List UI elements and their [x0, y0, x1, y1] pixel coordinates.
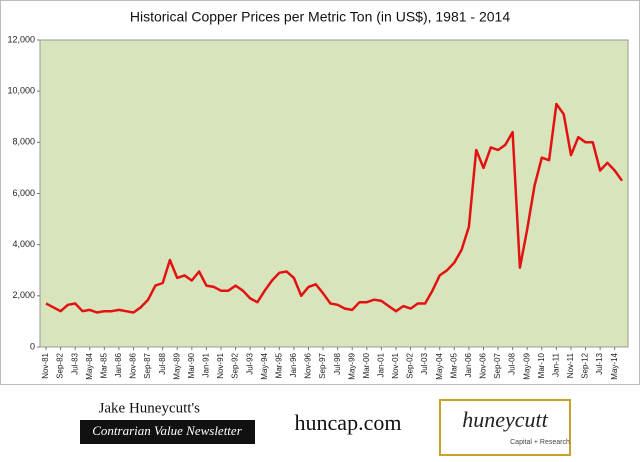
x-tick-label: Jan-06 [464, 352, 473, 377]
x-tick-label: Nov-81 [41, 352, 50, 378]
x-tick-label: Nov-91 [216, 352, 225, 378]
x-tick-label: Sep-82 [56, 352, 65, 378]
y-tick-label: 4,000 [12, 239, 35, 249]
y-tick-label: 0 [30, 341, 35, 351]
x-tick-label: Mar-95 [274, 352, 283, 378]
x-tick-label: Sep-97 [318, 352, 327, 378]
x-tick-label: Sep-07 [493, 352, 502, 378]
x-tick-label: Mar-10 [537, 352, 546, 378]
plot-area [39, 39, 629, 348]
x-tick-label: Nov-01 [391, 352, 400, 378]
x-tick-label: Jan-86 [114, 352, 123, 377]
x-tick-label: May-14 [610, 352, 619, 379]
y-tick-label: 8,000 [12, 137, 35, 147]
x-tick-label: Jul-13 [595, 352, 604, 374]
x-tick-label: Nov-11 [566, 352, 575, 378]
x-tick-label: Sep-02 [406, 352, 415, 378]
x-tick-label: Mar-05 [449, 352, 458, 378]
newsletter: Contrarian Value Newsletter [92, 423, 242, 438]
y-tick-label: 6,000 [12, 188, 35, 198]
x-tick-label: Jul-98 [333, 352, 342, 374]
line [45, 102, 624, 314]
x-tick-label: Nov-86 [129, 352, 138, 378]
x-tick-label: Jul-03 [420, 352, 429, 374]
x-tick-label: Sep-87 [143, 352, 152, 378]
x-tick-label: May-84 [85, 352, 94, 379]
logo: huneycutt [462, 407, 548, 432]
newsletter-box [80, 420, 255, 444]
x-tick-label: Jul-08 [508, 352, 517, 374]
x-tick-label: Jan-91 [202, 352, 211, 377]
x-tick-label: May-99 [347, 352, 356, 379]
x-tick-label: Jan-01 [377, 352, 386, 377]
y-tick-label: 10,000 [7, 86, 35, 96]
x-tick-label: Mar-00 [362, 352, 371, 378]
x-tick-label: May-04 [435, 352, 444, 379]
y-tick-label: 2,000 [12, 290, 35, 300]
logo-sub: Capital + Research [510, 439, 570, 446]
x-tick-label: Jan-96 [289, 352, 298, 377]
y-tick-label: 12,000 [7, 34, 35, 44]
x-tick-label: Nov-06 [479, 352, 488, 378]
x-tick-label: Jul-93 [245, 352, 254, 374]
x-tick-label: May-09 [522, 352, 531, 379]
x-tick-label: Mar-85 [99, 352, 108, 378]
x-tick-label: May-94 [260, 352, 269, 379]
logo-box [439, 399, 571, 456]
author: Jake Huneycutt's [99, 400, 201, 416]
x-tick-label: Sep-12 [581, 352, 590, 378]
chart-title: Historical Copper Prices per Metric Ton … [130, 9, 510, 25]
x-tick-label: Jul-83 [70, 352, 79, 374]
x-tick-label: Jan-11 [551, 352, 560, 376]
x-tick-label: Nov-96 [304, 352, 313, 378]
x-tick-label: Jul-88 [158, 352, 167, 374]
x-tick-label: Mar-90 [187, 352, 196, 378]
x-tick-label: May-89 [172, 352, 181, 379]
x-tick-label: Sep-92 [231, 352, 240, 378]
site: huncap.com [295, 410, 402, 435]
